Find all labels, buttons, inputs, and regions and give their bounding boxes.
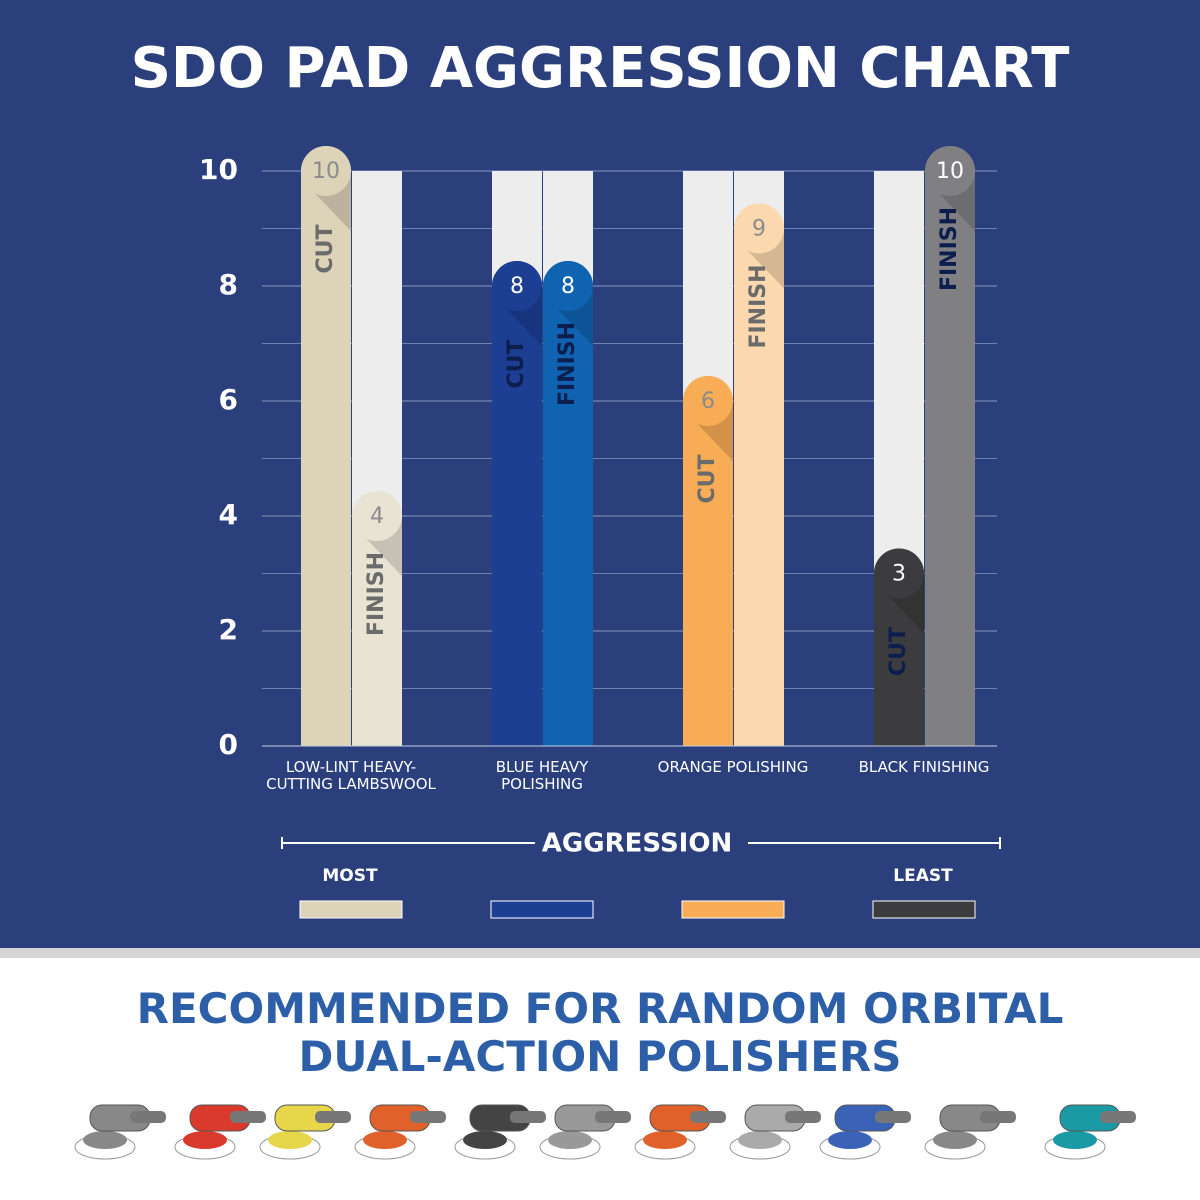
x-tick-label: BLUE HEAVY POLISHING bbox=[495, 758, 589, 793]
series-label: CUT bbox=[695, 454, 720, 503]
bar bbox=[352, 491, 402, 746]
value-label: 10 bbox=[312, 159, 340, 184]
series-label: CUT bbox=[504, 339, 529, 388]
bar bbox=[301, 146, 351, 746]
polisher-icon bbox=[74, 1104, 167, 1160]
value-label: 6 bbox=[701, 389, 715, 414]
value-label: 8 bbox=[561, 274, 575, 299]
bar bbox=[925, 146, 975, 746]
series-label: CUT bbox=[886, 627, 911, 676]
chart-title: SDO PAD AGGRESSION CHART bbox=[131, 36, 1070, 101]
bar bbox=[543, 261, 593, 746]
value-badge bbox=[543, 261, 593, 311]
value-label: 4 bbox=[370, 504, 384, 529]
polisher-icon bbox=[259, 1104, 352, 1160]
value-badge bbox=[925, 146, 975, 196]
bar bbox=[874, 548, 924, 746]
scale-right: LEAST bbox=[893, 866, 953, 886]
polisher-icon bbox=[1044, 1104, 1137, 1160]
polisher-icon bbox=[354, 1104, 447, 1160]
value-badge bbox=[734, 203, 784, 254]
legend-swatch bbox=[490, 900, 594, 919]
polisher-icon bbox=[924, 1104, 1017, 1160]
value-label: 3 bbox=[892, 562, 906, 587]
legend-swatch bbox=[872, 900, 976, 919]
legend-swatch bbox=[681, 900, 785, 919]
scale-left: MOST bbox=[322, 866, 378, 886]
chart-background bbox=[0, 0, 1200, 948]
series-label: CUT bbox=[313, 224, 338, 273]
y-tick-label: 0 bbox=[219, 728, 238, 761]
bar bbox=[683, 376, 733, 746]
divider bbox=[0, 948, 1200, 958]
bar bbox=[492, 261, 542, 746]
y-tick-label: 4 bbox=[219, 498, 238, 531]
polisher-icon bbox=[729, 1104, 822, 1160]
series-label: FINISH bbox=[746, 264, 771, 348]
x-tick-label: BLACK FINISHING bbox=[858, 758, 990, 776]
value-label: 8 bbox=[510, 274, 524, 299]
polisher-icons bbox=[74, 1104, 1137, 1160]
polisher-icon bbox=[819, 1104, 912, 1160]
value-badge bbox=[874, 548, 924, 599]
bar bbox=[734, 203, 784, 746]
value-badge bbox=[492, 261, 542, 311]
legend-swatch bbox=[299, 900, 403, 919]
scale-title: AGGRESSION bbox=[542, 829, 732, 859]
y-tick-label: 10 bbox=[199, 153, 238, 186]
value-badge bbox=[352, 491, 402, 541]
footer-title: RECOMMENDED FOR RANDOM ORBITAL DUAL-ACTI… bbox=[136, 984, 1064, 1081]
plot: 0 2 4 6 8 10 10 CUT 4 FINISH 8 CUT 8 FINISH 6 CUT 9 FINIS… bbox=[199, 146, 997, 761]
value-label: 10 bbox=[936, 159, 964, 184]
value-label: 9 bbox=[752, 217, 766, 242]
value-badge bbox=[683, 376, 733, 426]
polisher-icon bbox=[174, 1104, 267, 1160]
x-tick-label: LOW-LINT HEAVY-CUTTING LAMBSWOOL bbox=[266, 758, 436, 793]
polisher-icon bbox=[634, 1104, 727, 1160]
polisher-icon bbox=[539, 1104, 632, 1160]
x-tick-label: ORANGE POLISHING bbox=[657, 758, 809, 776]
series-label: FINISH bbox=[937, 207, 962, 291]
y-tick-label: 6 bbox=[219, 383, 238, 416]
polisher-icon bbox=[454, 1104, 547, 1160]
value-badge bbox=[301, 146, 351, 196]
series-label: FINISH bbox=[555, 322, 580, 406]
y-tick-label: 2 bbox=[219, 613, 238, 646]
y-tick-label: 8 bbox=[219, 268, 238, 301]
series-label: FINISH bbox=[364, 552, 389, 636]
